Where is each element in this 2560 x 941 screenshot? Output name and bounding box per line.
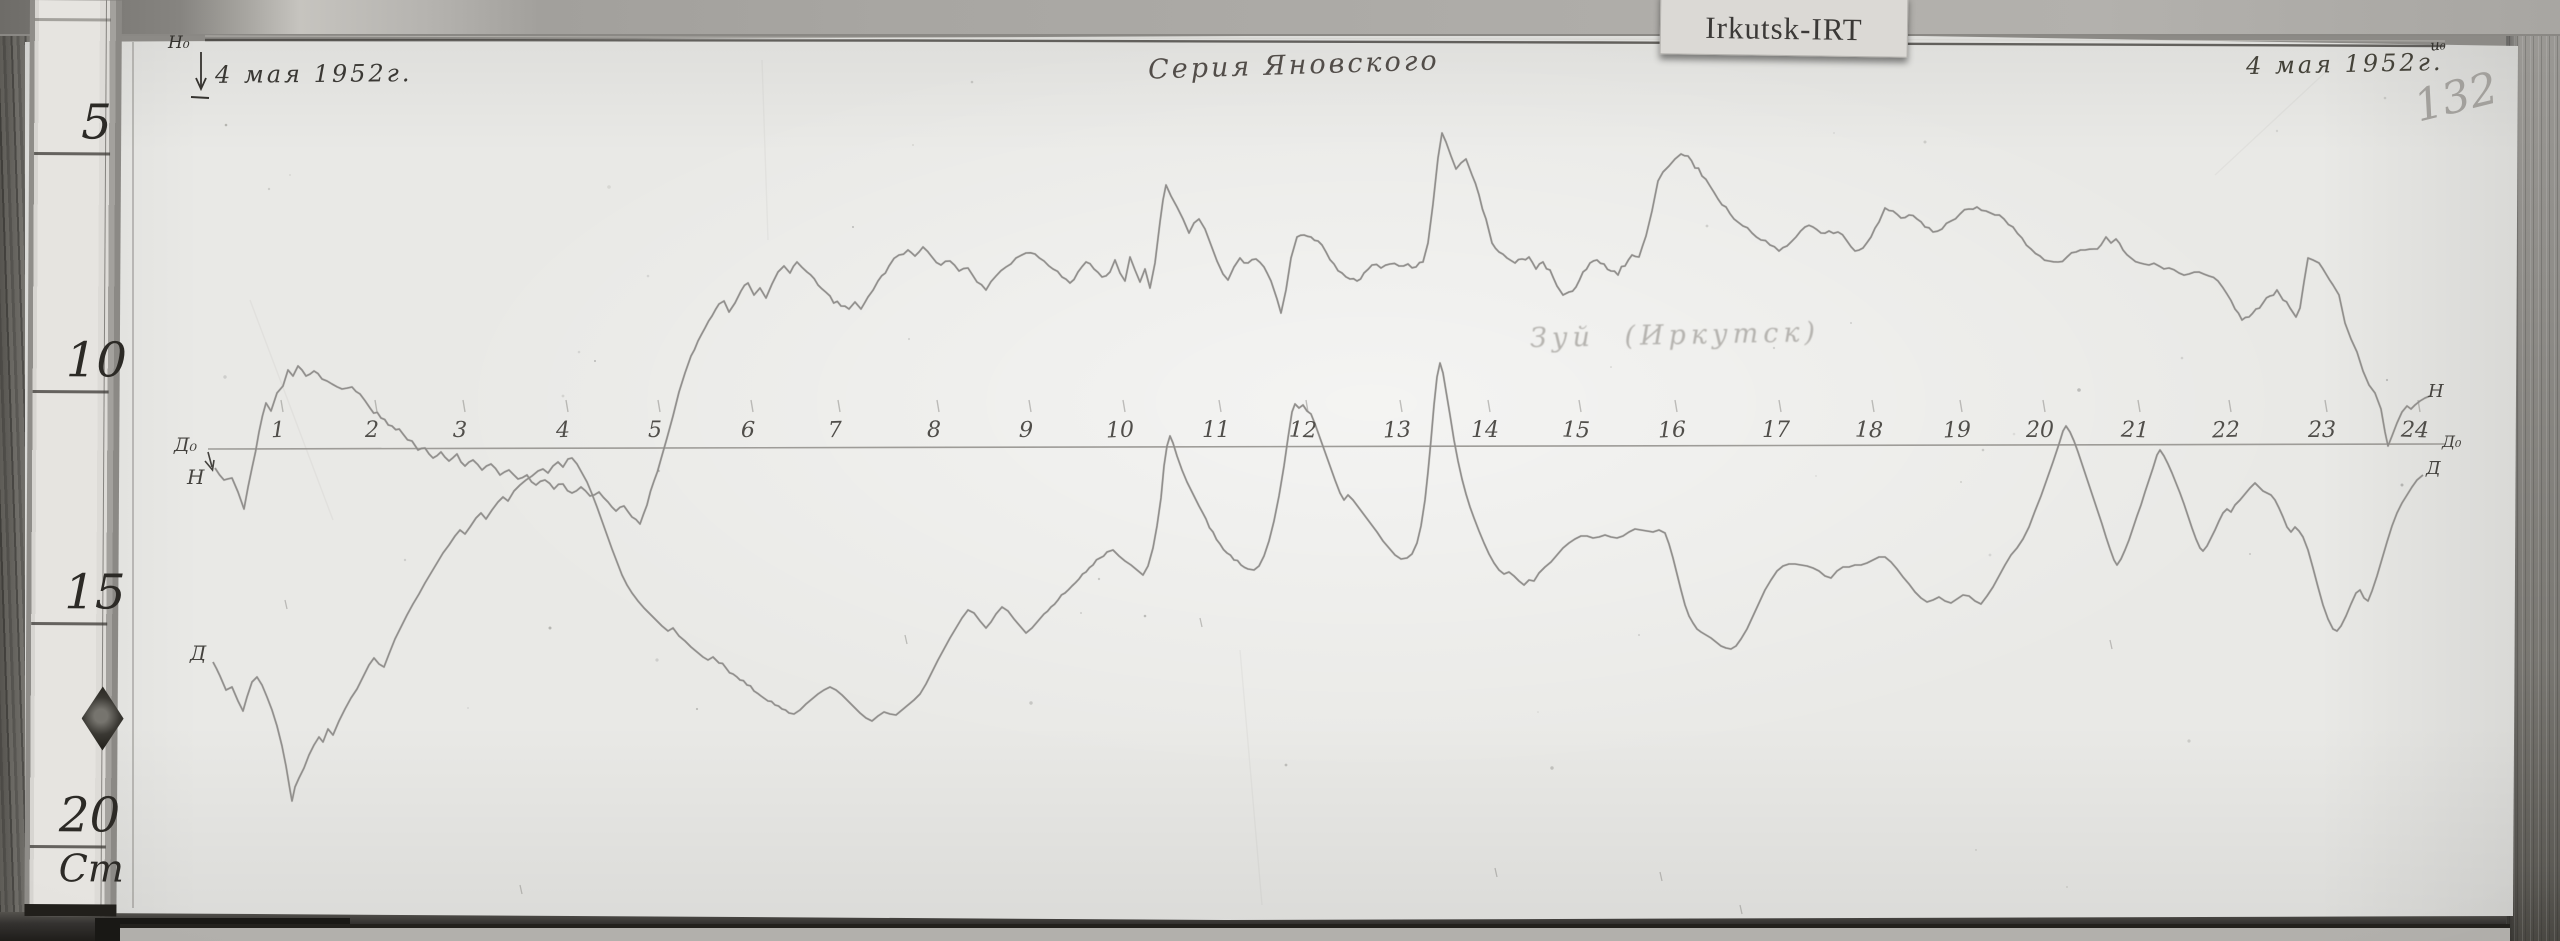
hour-label-21: 21 (2120, 417, 2150, 444)
hour-label-12: 12 (1288, 417, 1318, 444)
ruler-line-15 (31, 622, 108, 625)
hour-label-18: 18 (1854, 417, 1884, 444)
ruler-line-5 (34, 152, 111, 155)
hour-label-3: 3 (452, 417, 468, 444)
hour-label-16: 16 (1657, 417, 1687, 444)
ruler-line-20 (29, 845, 106, 848)
hour-label-14: 14 (1471, 418, 1499, 443)
ruler-unit-label: Cm (58, 846, 124, 891)
hour-label-11: 11 (1202, 418, 1230, 443)
date-right: 4 мая 1952г. (2245, 47, 2444, 81)
ruler-bottom-cap (24, 903, 117, 917)
hour-label-22: 22 (2211, 417, 2241, 444)
hour-label-4: 4 (555, 417, 571, 444)
hour-label-5: 5 (648, 418, 662, 443)
ruler-line-top (34, 18, 111, 21)
pin-icon (81, 686, 123, 750)
hour-label-24: 24 (2400, 417, 2430, 444)
hour-label-10: 10 (1105, 417, 1135, 444)
ruler-line-10 (32, 390, 109, 393)
ruler-mark-10: 10 (65, 332, 128, 389)
ruler-mark-5: 5 (81, 94, 112, 151)
under-sheet-edge (120, 924, 2510, 941)
label-d-right: Д (2426, 458, 2441, 479)
label-h-right: Н (2428, 381, 2444, 402)
hour-label-2: 2 (365, 418, 379, 443)
right-baseline-mark: и₀ (2429, 35, 2447, 55)
hour-label-9: 9 (1018, 417, 1034, 444)
hour-label-7: 7 (827, 417, 843, 444)
hour-label-23: 23 (2308, 418, 2336, 443)
hour-label-20: 20 (2026, 418, 2054, 443)
hour-label-13: 13 (1382, 417, 1412, 444)
ruler-mark-20: 20 (58, 787, 121, 844)
station-stamp: Зуй (Иркутск) (1529, 316, 1821, 355)
cm-ruler-strip: Cm 5 10 15 20 (24, 0, 127, 917)
ruler-mark-15: 15 (64, 564, 126, 621)
label-h-left: Н (187, 465, 205, 489)
series-title: Серия Яновского (1147, 45, 1441, 86)
hour-label-8: 8 (927, 418, 941, 443)
station-label-card: Irkutsk-IRT (1659, 0, 1909, 58)
hour-label-6: 6 (740, 417, 756, 444)
hour-label-1: 1 (270, 417, 286, 444)
label-d0-right: Д₀ (2442, 432, 2462, 451)
hour-label-19: 19 (1942, 417, 1972, 444)
hour-label-15: 15 (1561, 417, 1591, 444)
station-label-text: Irkutsk-IRT (1705, 9, 1863, 48)
label-d-left: Д (190, 641, 207, 665)
date-left: 4 мая 1952г. (214, 59, 413, 89)
h-baseline-mark: Н₀ (168, 33, 190, 53)
top-edge-strip (0, 0, 2560, 36)
hour-label-17: 17 (1762, 418, 1790, 443)
label-d0-left: Д₀ (174, 434, 198, 456)
